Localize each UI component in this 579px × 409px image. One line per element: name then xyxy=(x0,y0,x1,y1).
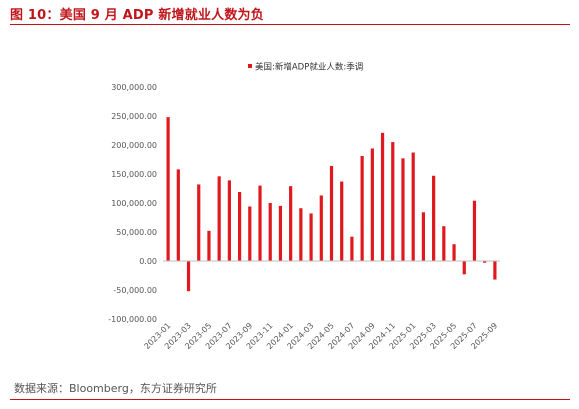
bar-2023-12 xyxy=(278,205,283,261)
bar-chart: 美国:新增ADP就业人数:季调 300,000.00 250,000.00 200,… xyxy=(108,62,500,351)
bar-2023-09 xyxy=(248,206,252,261)
legend-label: 美国:新增ADP就业人数:季调 xyxy=(255,62,363,73)
y-tick-label: 100,000.00 xyxy=(111,199,157,208)
bar-2025-02 xyxy=(421,212,426,261)
bar-2025-06 xyxy=(462,261,466,275)
bar-2023-07 xyxy=(227,180,231,261)
bar-2024-03 xyxy=(309,213,313,261)
bar-2024-01 xyxy=(289,186,293,261)
bar-2024-08 xyxy=(360,156,364,261)
bar-2023-05 xyxy=(207,230,211,261)
y-tick-label: -50,000.00 xyxy=(113,286,157,295)
bar-2024-07 xyxy=(350,236,354,261)
bar-2023-03 xyxy=(186,261,191,292)
y-tick-label: -100,000.00 xyxy=(108,315,157,324)
bar-2024-09 xyxy=(370,148,374,261)
source-note: 数据来源：Bloomberg，东方证券研究所 xyxy=(14,382,217,395)
bar-2025-03 xyxy=(432,175,436,261)
chart-legend: 美国:新增ADP就业人数:季调 xyxy=(248,62,363,73)
legend-swatch xyxy=(248,64,252,68)
x-axis: 2023-012023-032023-052023-072023-092023-… xyxy=(143,321,500,351)
y-tick-label: 0.00 xyxy=(139,257,157,266)
y-tick-label: 300,000.00 xyxy=(111,83,157,92)
bar-2025-05 xyxy=(452,244,456,261)
bar-2024-10 xyxy=(380,132,385,261)
bar-2023-10 xyxy=(258,185,262,261)
bar-2025-09 xyxy=(493,261,497,280)
y-tick-label: 50,000.00 xyxy=(116,228,157,237)
y-tick-label: 150,000.00 xyxy=(111,170,157,179)
bar-2023-02 xyxy=(176,169,180,261)
y-tick-label: 250,000.00 xyxy=(111,112,157,121)
bar-2024-11 xyxy=(391,142,395,261)
bar-2024-05 xyxy=(329,165,334,261)
bar-2023-08 xyxy=(237,191,242,261)
bar-2023-04 xyxy=(197,184,201,261)
bar-2025-01 xyxy=(411,152,415,261)
bar-2025-04 xyxy=(442,226,446,261)
bar-2023-06 xyxy=(217,176,221,261)
bar-2024-02 xyxy=(299,208,303,261)
bar-2025-07 xyxy=(472,200,477,261)
bar-2023-01 xyxy=(166,117,170,261)
bar-2024-06 xyxy=(340,181,344,261)
bar-2024-04 xyxy=(319,195,323,261)
bar-2024-12 xyxy=(401,158,405,261)
y-axis: 300,000.00 250,000.00 200,000.00 150,000.00… xyxy=(108,83,157,324)
footer-rule xyxy=(10,399,570,400)
bar-2023-11 xyxy=(268,203,272,261)
title-rule xyxy=(10,24,570,25)
figure-title: 图 10：美国 9 月 ADP 新增就业人数为负 xyxy=(10,8,264,23)
bars xyxy=(166,117,497,292)
bar-2025-08 xyxy=(483,261,487,263)
y-tick-label: 200,000.00 xyxy=(111,141,157,150)
